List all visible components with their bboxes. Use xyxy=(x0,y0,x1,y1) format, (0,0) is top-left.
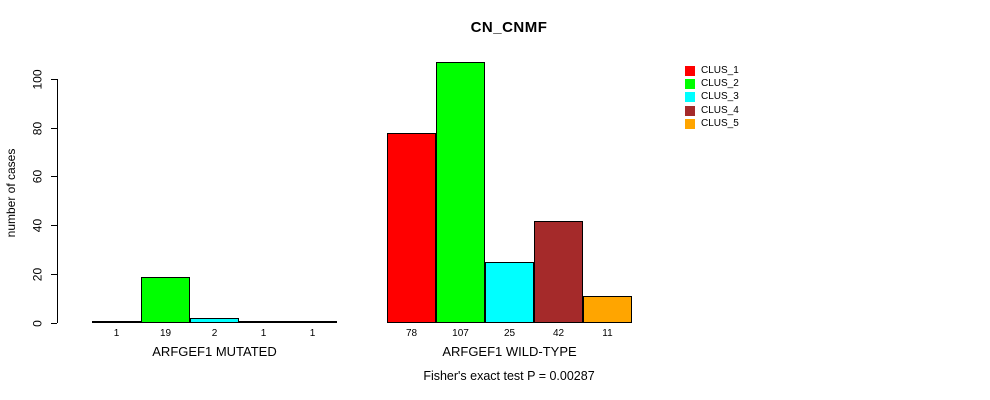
bar-value-label: 1 xyxy=(113,328,120,339)
legend-label: CLUS_4 xyxy=(701,104,739,116)
legend-swatch-clus_1 xyxy=(685,66,695,76)
bar-value-label: 25 xyxy=(503,328,516,339)
bar-value-label: 1 xyxy=(309,328,316,339)
legend-label: CLUS_3 xyxy=(701,91,739,103)
bar-value-label: 11 xyxy=(602,328,613,339)
y-tick-mark xyxy=(51,225,57,226)
bar-value-label: 19 xyxy=(159,328,172,339)
y-axis-label: number of cases xyxy=(4,148,18,238)
legend-swatch-clus_4 xyxy=(685,105,695,116)
y-tick-label: 0 xyxy=(30,320,45,327)
y-tick-mark xyxy=(51,274,57,275)
group-label: ARFGEF1 MUTATED xyxy=(152,344,277,359)
bar-clus_1 xyxy=(387,133,436,323)
bar-value-label: 42 xyxy=(552,328,565,339)
y-tick-label: 100 xyxy=(30,69,45,90)
fisher-test-note: Fisher's exact test P = 0.00287 xyxy=(423,369,595,383)
bar-value-label: 107 xyxy=(452,328,469,339)
y-tick-label: 80 xyxy=(30,121,45,136)
legend-swatch-clus_3 xyxy=(685,92,695,103)
bar-clus_5 xyxy=(583,296,632,323)
y-tick-label: 20 xyxy=(30,267,45,282)
bar-clus_3 xyxy=(485,262,534,323)
y-tick-mark xyxy=(51,323,57,324)
bar-clus_2 xyxy=(141,276,190,323)
y-tick-mark xyxy=(51,79,57,80)
group-label: ARFGEF1 WILD-TYPE xyxy=(442,344,577,359)
legend-swatch-clus_2 xyxy=(685,79,695,90)
y-tick-label: 60 xyxy=(30,169,45,184)
bar-clus_2 xyxy=(436,62,485,323)
bar-clus_4 xyxy=(534,220,583,323)
legend-label: CLUS_1 xyxy=(701,65,739,76)
y-tick-label: 40 xyxy=(30,218,45,233)
bar-clus_3 xyxy=(190,318,239,323)
y-axis-line xyxy=(57,79,58,323)
bar-clus_1 xyxy=(92,320,141,323)
legend-swatch-clus_5 xyxy=(685,118,695,129)
legend-label: CLUS_2 xyxy=(701,78,739,90)
legend-label: CLUS_5 xyxy=(701,117,739,129)
chart-title: CN_CNMF xyxy=(470,19,548,36)
bar-clus_5 xyxy=(288,320,337,323)
bar-value-label: 2 xyxy=(211,328,218,339)
bar-value-label: 1 xyxy=(260,328,267,339)
y-tick-mark xyxy=(51,128,57,129)
bar-clus_4 xyxy=(239,320,288,323)
y-tick-mark xyxy=(51,176,57,177)
bar-value-label: 78 xyxy=(405,328,418,339)
